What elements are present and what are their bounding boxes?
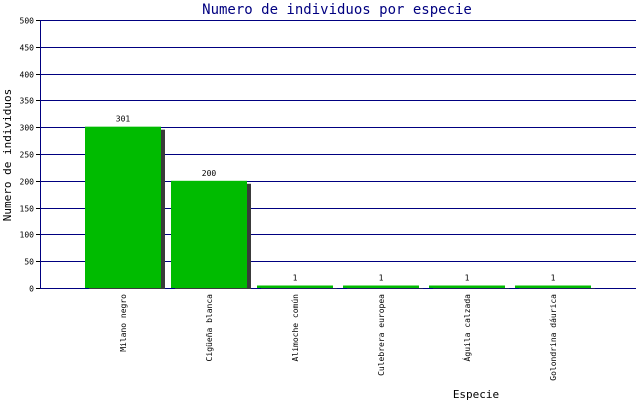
y-tick-label: 450: [20, 44, 35, 53]
y-axis-ticks: 0 50 100 150 200 250 300 350 400 450 500: [20, 17, 40, 294]
data-label: 1: [465, 274, 470, 283]
data-label: 1: [293, 274, 298, 283]
x-tick-label: Golondrina dáurica: [549, 294, 558, 381]
chart-title: Numero de individuos por especie: [202, 2, 472, 18]
x-tick-label: Águila calzada: [461, 294, 472, 362]
data-label: 1: [551, 274, 556, 283]
y-tick-label: 400: [20, 71, 35, 80]
x-tick-label: Milano negro: [119, 294, 128, 352]
x-axis-label: Especie: [453, 388, 499, 400]
data-labels: 301 200 1 1 1 1: [116, 115, 556, 283]
x-tick-label: Culebrera europea: [377, 294, 386, 376]
data-label: 301: [116, 115, 131, 124]
y-tick-label: 150: [20, 205, 35, 214]
data-label: 1: [379, 274, 384, 283]
bar-shadow: [433, 288, 509, 289]
y-tick-label: 200: [20, 178, 35, 187]
bar-shadow: [519, 288, 595, 289]
y-tick-label: 350: [20, 97, 35, 106]
bars: [85, 126, 595, 289]
bar: [257, 285, 333, 288]
data-label: 200: [202, 169, 217, 178]
bar: [343, 285, 419, 288]
bar: [171, 180, 247, 288]
x-tick-label: Cigüeña blanca: [205, 294, 214, 362]
x-tick-label: Alimoche común: [291, 294, 300, 362]
y-tick-label: 0: [29, 285, 34, 294]
bar-shadow: [347, 288, 423, 289]
y-tick-label: 500: [20, 17, 35, 26]
bar-shadow: [261, 288, 337, 289]
y-axis-label: Numero de individuos: [1, 89, 14, 221]
y-tick-label: 300: [20, 124, 35, 133]
bar: [429, 285, 505, 288]
x-axis-ticks: Milano negro Cigüeña blanca Alimoche común…: [119, 294, 558, 381]
bar: [85, 126, 161, 288]
bar: [515, 285, 591, 288]
y-tick-label: 250: [20, 151, 35, 160]
y-tick-label: 100: [20, 231, 35, 240]
y-tick-label: 50: [24, 258, 34, 267]
